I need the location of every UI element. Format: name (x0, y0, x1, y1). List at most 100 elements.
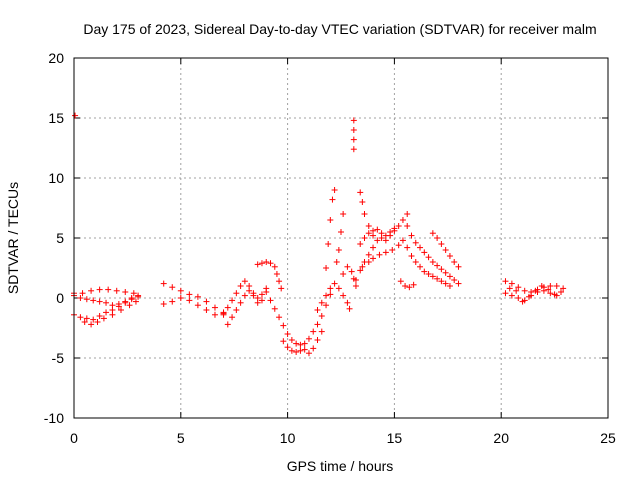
data-point-marker (254, 261, 261, 268)
data-point-marker (340, 271, 347, 277)
data-point-marker (194, 302, 201, 309)
data-point-marker (96, 286, 103, 293)
data-point-marker (314, 307, 321, 313)
data-points (71, 112, 567, 357)
data-point-marker (540, 287, 547, 294)
data-point-marker (254, 299, 261, 306)
series-arc-5b (357, 225, 398, 247)
y-tick-label: 10 (48, 170, 64, 186)
data-point-marker (348, 268, 355, 275)
data-point-marker (117, 307, 124, 313)
data-point-marker (402, 283, 409, 289)
data-point-marker (327, 217, 334, 223)
x-tick-label: 20 (493, 430, 509, 446)
data-point-marker (378, 230, 385, 237)
data-point-marker (513, 287, 520, 294)
data-point-marker (83, 296, 90, 303)
chart-title: Day 175 of 2023, Sidereal Day-to-day VTE… (83, 21, 596, 37)
series-arc-1d (81, 298, 139, 328)
series-arc-4d (323, 187, 338, 271)
data-point-marker (186, 297, 193, 304)
data-point-marker (547, 283, 554, 289)
data-point-marker (406, 284, 413, 291)
data-point-marker (246, 287, 253, 294)
data-point-marker (325, 241, 332, 247)
data-point-marker (359, 263, 366, 270)
data-point-marker (177, 287, 184, 294)
data-point-marker (357, 241, 364, 247)
data-point-marker (237, 283, 244, 289)
data-point-marker (425, 254, 432, 261)
series-arc-6c (429, 230, 462, 270)
data-point-marker (442, 280, 449, 287)
data-point-marker (229, 314, 236, 321)
data-point-marker (273, 271, 280, 277)
series-arc-1c (71, 286, 137, 297)
data-point-marker (408, 232, 415, 239)
data-point-marker (538, 283, 545, 289)
data-point-marker (169, 284, 176, 291)
data-point-marker (547, 290, 554, 297)
series-arc-4e (333, 211, 347, 265)
y-tick-label: 20 (48, 50, 64, 66)
data-point-marker (446, 283, 453, 289)
data-point-marker (72, 112, 79, 119)
data-point-marker (329, 196, 336, 203)
data-point-marker (412, 239, 419, 246)
plot-frame (73, 57, 609, 419)
data-point-marker (408, 253, 415, 259)
data-point-marker (438, 278, 445, 285)
data-point-marker (352, 277, 359, 283)
data-point-marker (135, 292, 142, 299)
series-arc-5a (352, 211, 411, 283)
data-point-marker (410, 281, 417, 288)
axis-ticks: 0 5 10 15 20 25 -10 -5 0 5 10 15 20 (44, 50, 616, 446)
data-point-marker (310, 328, 317, 335)
data-point-marker (365, 251, 372, 258)
data-point-marker (335, 285, 342, 292)
data-point-marker (77, 314, 84, 321)
series-arc-4a (263, 289, 334, 348)
y-axis-label: SDTVAR / TECUs (5, 182, 21, 294)
data-point-marker (90, 297, 97, 304)
data-point-marker (160, 301, 167, 307)
data-point-marker (412, 259, 419, 265)
data-point-marker (305, 350, 312, 357)
data-point-marker (395, 223, 402, 229)
data-point-marker (301, 346, 308, 353)
data-point-marker (382, 249, 389, 256)
series-arc-5d (359, 242, 402, 270)
data-point-marker (451, 259, 458, 265)
data-point-marker (352, 283, 359, 289)
data-point-marker (560, 285, 567, 292)
data-point-marker (331, 187, 338, 193)
data-point-marker (421, 268, 428, 275)
data-point-marker (374, 237, 381, 244)
series-arc-2a (160, 280, 227, 316)
data-point-marker (211, 311, 218, 318)
data-point-marker (113, 287, 120, 294)
data-point-marker (267, 297, 274, 304)
data-point-marker (357, 267, 364, 274)
data-point-marker (288, 347, 295, 354)
data-point-marker (122, 298, 129, 305)
data-point-marker (434, 235, 441, 241)
y-tick-label: 0 (56, 290, 64, 306)
data-point-marker (421, 249, 428, 256)
data-point-marker (314, 337, 321, 343)
series-isolated (72, 112, 79, 119)
data-point-marker (340, 292, 347, 299)
y-tick-label: -10 (44, 410, 64, 426)
data-point-marker (132, 298, 139, 305)
data-point-marker (297, 341, 304, 348)
data-point-marker (551, 291, 558, 298)
series-arc-6a (399, 237, 453, 289)
data-point-marker (327, 285, 334, 292)
data-point-marker (276, 278, 283, 285)
data-point-marker (88, 287, 95, 294)
series-arc-6d (397, 278, 417, 291)
data-point-marker (109, 311, 116, 318)
data-point-marker (404, 211, 411, 217)
series-arc-5c (357, 189, 377, 239)
y-tick-label: 5 (56, 230, 64, 246)
